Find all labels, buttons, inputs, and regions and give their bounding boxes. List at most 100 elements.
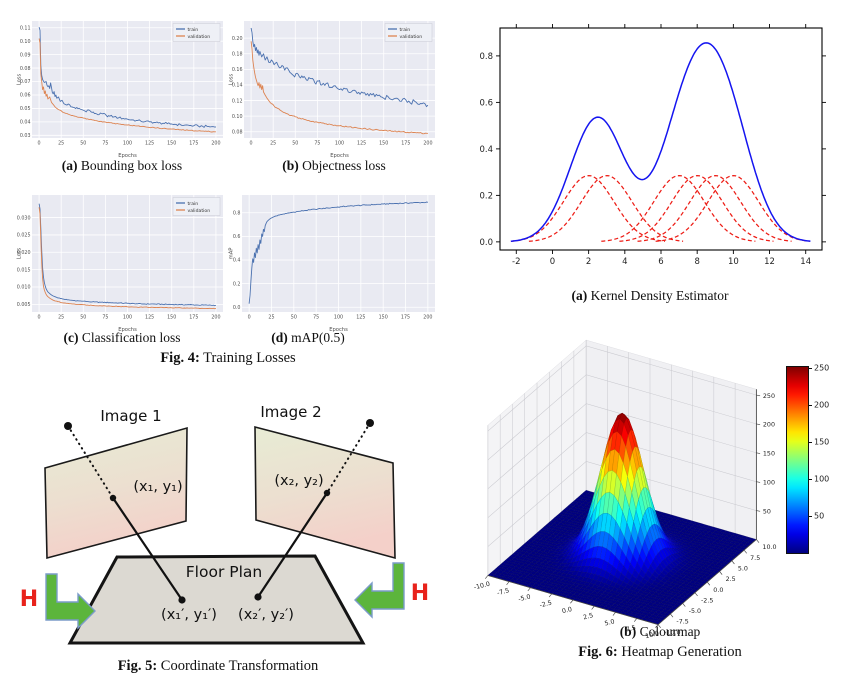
svg-text:-5.0: -5.0 (689, 608, 701, 615)
map-chart: 0 25 50 75 100 125 150 175 200 0.0 0.2 0.4 0.6 0.8 Epo… (229, 195, 435, 333)
svg-text:4: 4 (622, 257, 627, 267)
svg-text:0.03: 0.03 (20, 133, 31, 139)
svg-text:-2.5: -2.5 (539, 600, 553, 610)
svg-text:0.6: 0.6 (479, 98, 493, 108)
coordinate-transformation-diagram: Image 1 Image 2 Floor Plan (x₁, y₁) (x₂,… (20, 403, 429, 645)
svg-text:7.5: 7.5 (625, 624, 636, 633)
svg-text:50: 50 (291, 315, 297, 321)
svg-text:0.08: 0.08 (232, 129, 243, 135)
svg-text:Epochs: Epochs (330, 153, 349, 159)
svg-text:75: 75 (102, 315, 108, 321)
svg-text:0.12: 0.12 (232, 98, 243, 104)
ray-dotted-1 (67, 425, 114, 499)
homography-label-right: H (411, 581, 429, 606)
svg-text:-2: -2 (512, 257, 520, 267)
caption-objectness-loss: (b) Objectness loss (228, 158, 440, 174)
svg-text:6: 6 (658, 257, 663, 267)
caption-text: mAP(0.5) (291, 330, 345, 345)
svg-text:validation: validation (400, 34, 423, 40)
svg-text:5.0: 5.0 (738, 566, 748, 573)
svg-text:175: 175 (401, 141, 410, 147)
svg-text:0.11: 0.11 (20, 25, 31, 31)
svg-text:75: 75 (314, 141, 320, 147)
svg-text:100: 100 (335, 141, 344, 147)
caption-kde: (a) Kernel Density Estimator (464, 288, 836, 304)
svg-text:0.10: 0.10 (232, 114, 243, 120)
colorbar-tick (808, 442, 812, 444)
svg-text:25: 25 (58, 141, 64, 147)
svg-text:200: 200 (211, 141, 220, 147)
homography-arrow-left (45, 573, 96, 630)
colorbar-tick (808, 368, 812, 370)
svg-text:validation: validation (188, 34, 211, 40)
projection-line-1 (112, 497, 183, 601)
svg-text:Epochs: Epochs (329, 327, 348, 333)
svg-text:7.5: 7.5 (750, 555, 760, 562)
svg-text:14: 14 (800, 257, 811, 267)
svg-text:200: 200 (423, 141, 432, 147)
svg-text:Epochs: Epochs (118, 153, 137, 159)
svg-text:100: 100 (763, 479, 775, 486)
caption-letter: (c) (63, 330, 79, 345)
colorbar-tick-label: 50 (814, 511, 825, 521)
svg-text:Loss: Loss (17, 74, 23, 86)
svg-text:0.06: 0.06 (20, 93, 31, 99)
caption-fig6: Fig. 6: Heatmap Generation (464, 644, 848, 661)
svg-text:-7.5: -7.5 (676, 619, 688, 626)
svg-text:0.6: 0.6 (233, 234, 241, 240)
svg-text:125: 125 (356, 315, 365, 321)
caption-colourmap: (b) Colourmap (464, 624, 848, 640)
svg-text:125: 125 (357, 141, 366, 147)
floor-point-1 (178, 596, 186, 604)
svg-text:0: 0 (550, 257, 555, 267)
caption-text: Training Losses (203, 350, 296, 366)
svg-text:200: 200 (423, 315, 432, 321)
caption-bounding-box-loss: (a) Bounding box loss (16, 158, 228, 174)
caption-fig4: Fig. 4: Training Losses (16, 350, 440, 367)
svg-text:0.2: 0.2 (233, 281, 241, 287)
svg-text:25: 25 (268, 315, 274, 321)
svg-text:2: 2 (586, 257, 591, 267)
caption-letter: (d) (271, 330, 288, 345)
svg-text:Loss: Loss (229, 74, 235, 86)
svg-text:50: 50 (80, 141, 86, 147)
svg-text:50: 50 (80, 315, 86, 321)
svg-text:100: 100 (123, 315, 132, 321)
svg-text:2.5: 2.5 (726, 576, 736, 583)
svg-text:50: 50 (763, 508, 771, 515)
svg-text:0.015: 0.015 (17, 267, 31, 273)
image-point-1 (109, 494, 117, 502)
svg-text:0.0: 0.0 (561, 606, 572, 615)
svg-text:0.4: 0.4 (233, 258, 241, 264)
svg-text:0.8: 0.8 (233, 210, 241, 216)
svg-text:0.020: 0.020 (17, 250, 31, 256)
svg-text:0.18: 0.18 (232, 51, 243, 57)
svg-text:0.005: 0.005 (17, 302, 31, 308)
caption-text: Classification loss (81, 330, 181, 345)
svg-text:0.030: 0.030 (17, 215, 31, 221)
svg-text:175: 175 (189, 315, 198, 321)
svg-text:175: 175 (401, 315, 410, 321)
floor-point1-label: (x₁′, y₁′) (161, 607, 217, 623)
classification-loss-chart: 0 25 50 75 100 125 150 175 200 0.005 0.010 0.015 0.0… (17, 195, 223, 333)
svg-text:0.2: 0.2 (479, 191, 493, 201)
svg-text:12: 12 (764, 257, 775, 267)
svg-text:0.010: 0.010 (17, 285, 31, 291)
svg-text:200: 200 (211, 315, 220, 321)
svg-text:8: 8 (694, 257, 699, 267)
caption-letter: (a) (61, 158, 78, 173)
svg-text:0: 0 (38, 315, 41, 321)
floor-plan-label: Floor Plan (186, 563, 262, 581)
svg-text:125: 125 (145, 141, 154, 147)
colorbar-tick (808, 405, 812, 407)
colorbar-tick (808, 516, 812, 518)
caption-letter: (b) (282, 158, 299, 173)
svg-text:100: 100 (334, 315, 343, 321)
svg-text:0: 0 (248, 315, 251, 321)
svg-text:0.0: 0.0 (479, 238, 493, 248)
svg-text:200: 200 (763, 422, 775, 429)
caption-map: (d) mAP(0.5) (218, 330, 398, 346)
svg-text:0.05: 0.05 (20, 106, 31, 112)
caption-text: Bounding box loss (80, 158, 183, 173)
